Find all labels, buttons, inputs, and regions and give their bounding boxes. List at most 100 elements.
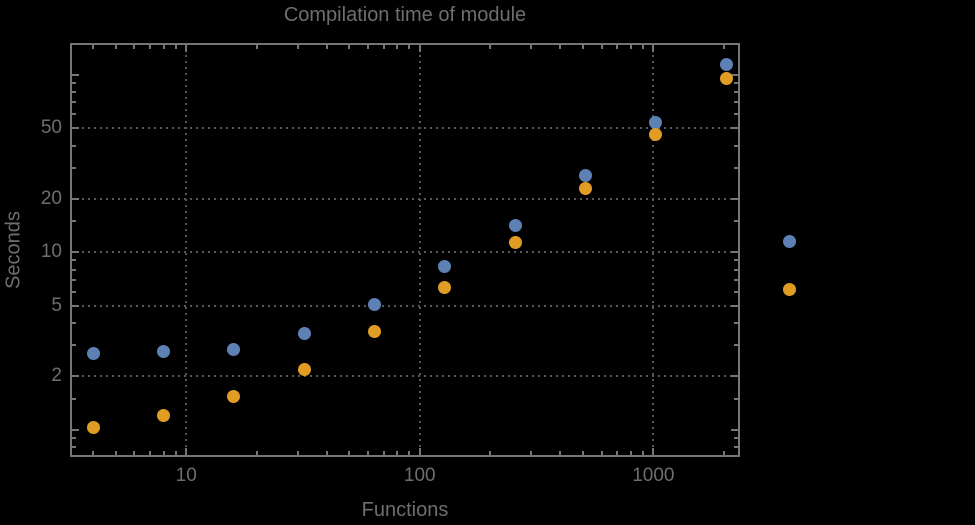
x-tick <box>641 451 644 455</box>
y-gridline <box>70 304 740 307</box>
x-tick <box>133 451 136 455</box>
x-tick <box>114 45 117 49</box>
x-tick <box>396 45 399 49</box>
y-tick <box>734 113 738 116</box>
data-point-series-1 <box>578 169 592 183</box>
y-tick <box>72 428 79 431</box>
y-tick-label: 10 <box>40 241 62 263</box>
y-tick <box>72 127 79 130</box>
x-tick <box>348 45 351 49</box>
legend-marker-series-1 <box>782 234 796 248</box>
y-tick <box>72 251 79 254</box>
x-tick <box>382 451 385 455</box>
x-tick <box>149 451 152 455</box>
x-tick-label: 1000 <box>632 465 675 486</box>
y-tick <box>734 278 738 281</box>
x-tick <box>616 451 619 455</box>
y-tick <box>734 290 738 293</box>
data-point-series-2 <box>438 281 452 295</box>
y-gridline <box>70 127 740 130</box>
y-tick-label: 20 <box>40 187 62 209</box>
x-tick <box>162 451 165 455</box>
x-tick <box>92 45 95 49</box>
x-tick <box>418 45 421 52</box>
y-tick <box>72 321 76 324</box>
y-tick <box>72 166 76 169</box>
y-tick <box>731 127 738 130</box>
x-tick <box>92 451 95 455</box>
data-point-series-1 <box>297 326 311 340</box>
x-tick <box>114 451 117 455</box>
data-point-series-2 <box>649 128 663 142</box>
y-tick <box>731 197 738 200</box>
y-tick <box>731 251 738 254</box>
x-tick <box>530 451 533 455</box>
data-point-series-1 <box>157 345 171 359</box>
chart-title: Compilation time of module <box>283 4 527 26</box>
data-point-series-1 <box>86 346 100 360</box>
x-tick <box>162 45 165 49</box>
y-tick <box>72 197 79 200</box>
y-tick <box>72 91 76 94</box>
y-gridline <box>70 251 740 254</box>
data-point-series-1 <box>719 57 733 71</box>
y-tick <box>734 91 738 94</box>
y-tick <box>72 344 76 347</box>
x-tick <box>652 45 655 52</box>
legend-marker-series-2 <box>782 282 796 296</box>
y-gridline <box>70 375 740 378</box>
y-tick <box>734 321 738 324</box>
y-tick <box>72 259 76 262</box>
x-gridline <box>185 43 188 457</box>
y-tick <box>734 397 738 400</box>
y-tick <box>734 344 738 347</box>
x-tick <box>348 451 351 455</box>
data-point-series-1 <box>438 260 452 274</box>
y-tick <box>72 73 79 76</box>
x-tick <box>600 45 603 49</box>
x-tick <box>530 45 533 49</box>
y-tick <box>72 436 76 439</box>
data-point-series-2 <box>227 389 241 403</box>
x-tick <box>174 45 177 49</box>
y-tick <box>734 259 738 262</box>
x-tick <box>418 448 421 455</box>
x-tick <box>629 451 632 455</box>
data-point-series-1 <box>508 218 522 232</box>
x-tick <box>255 451 258 455</box>
data-point-series-1 <box>649 115 663 129</box>
y-tick <box>72 278 76 281</box>
y-tick <box>72 304 79 307</box>
x-gridline <box>652 43 655 457</box>
x-gridline <box>418 43 421 457</box>
data-point-series-2 <box>368 324 381 338</box>
plot-frame <box>70 43 740 457</box>
y-tick <box>72 220 76 223</box>
y-tick <box>734 101 738 104</box>
y-tick-label: 5 <box>51 294 62 316</box>
x-tick <box>489 451 492 455</box>
x-tick <box>582 451 585 455</box>
y-tick <box>731 304 738 307</box>
x-tick <box>296 451 299 455</box>
data-point-series-2 <box>157 409 171 423</box>
y-tick <box>72 113 76 116</box>
y-tick <box>72 268 76 271</box>
x-tick <box>185 448 188 455</box>
x-tick <box>600 451 603 455</box>
x-tick <box>582 45 585 49</box>
x-tick-label: 10 <box>175 465 197 486</box>
x-tick <box>559 451 562 455</box>
y-tick <box>734 446 738 449</box>
x-tick <box>641 45 644 49</box>
x-tick <box>366 45 369 49</box>
data-point-series-2 <box>719 71 733 85</box>
x-tick <box>559 45 562 49</box>
data-point-series-2 <box>297 362 311 376</box>
data-point-series-1 <box>368 297 381 311</box>
x-tick <box>174 451 177 455</box>
y-tick <box>734 82 738 85</box>
x-tick-label: 100 <box>403 465 436 486</box>
y-tick <box>734 220 738 223</box>
y-tick <box>72 144 76 147</box>
